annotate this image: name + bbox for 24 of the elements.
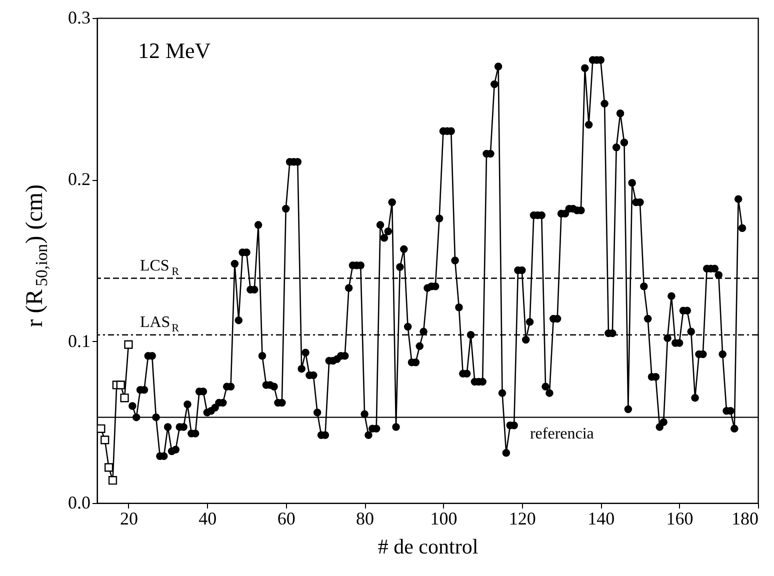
ref-line-label: referencia: [530, 425, 594, 442]
point: [104, 463, 114, 472]
y-tick-label: 0.1: [68, 330, 90, 351]
y-axis-title: r (R50,ion) (cm): [22, 184, 52, 328]
point: [97, 424, 106, 433]
x-tick-label: 180: [732, 508, 758, 528]
x-tick-label: 40: [198, 508, 217, 528]
point: [116, 380, 125, 390]
y-tick-label: 0.0: [68, 492, 90, 512]
point: [108, 476, 118, 485]
x-tick-label: 60: [277, 508, 296, 528]
x-tick-label: 100: [430, 508, 458, 528]
y-tick-label: 0.3: [68, 8, 90, 28]
x-tick-label: 20: [120, 508, 138, 528]
x-axis-title: # de control: [378, 534, 478, 558]
point: [120, 394, 129, 402]
annotation: 12 MeV: [138, 38, 211, 63]
x-tick-label: 80: [356, 508, 374, 528]
y-tick-label: 0.2: [68, 169, 90, 190]
point: [100, 436, 110, 444]
x-tick-label: 160: [666, 508, 694, 528]
point: [124, 340, 133, 349]
x-tick-label: 140: [588, 508, 615, 528]
x-tick-label: 120: [508, 508, 536, 528]
